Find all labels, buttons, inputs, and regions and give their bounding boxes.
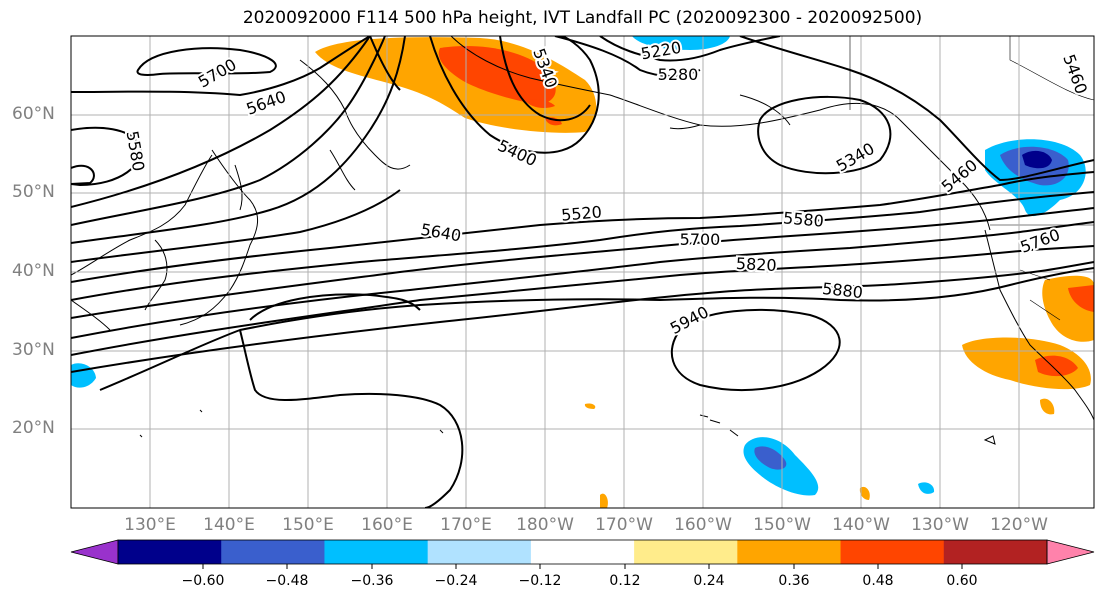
colorbar-extend-min — [70, 539, 119, 565]
colorbar-tick-label: 0.12 — [609, 573, 641, 589]
map-panel: 5700 5640 5580 5220 5280 5340 5400 5340 … — [71, 36, 1094, 508]
colorbar-tick-label: −0.12 — [518, 573, 562, 589]
colorbar-tick-label: −0.48 — [265, 573, 309, 589]
colorbar-extend-max — [1046, 539, 1095, 565]
colorbar-tick-label: −0.36 — [350, 573, 394, 589]
lon-label: 170°W — [595, 515, 653, 535]
lon-label: 160°E — [361, 515, 413, 535]
lat-label: 50°N — [12, 182, 55, 202]
contour-label: 5580 — [782, 208, 824, 230]
contour-label: 5700 — [680, 230, 721, 249]
lat-label: 30°N — [12, 340, 55, 360]
lon-label: 160°W — [674, 515, 732, 535]
lon-label: 140°E — [203, 515, 255, 535]
lat-label: 20°N — [12, 418, 55, 438]
colorbar-tick-label: 0.48 — [862, 573, 894, 589]
colorbar-tick-label: 0.24 — [693, 573, 725, 589]
lon-label: 130°E — [124, 515, 176, 535]
lon-label: 150°W — [753, 515, 811, 535]
islands — [139, 409, 996, 445]
colorbar — [70, 539, 1095, 569]
colorbar-cell — [530, 540, 635, 564]
colorbar-cell — [737, 540, 842, 564]
map-frame — [70, 35, 1095, 509]
lon-label: 150°E — [282, 515, 334, 535]
lon-label: 180°W — [516, 515, 574, 535]
lon-label: 170°E — [440, 515, 492, 535]
colorbar-tick-label: −0.60 — [181, 573, 225, 589]
height-contours — [71, 36, 1094, 508]
colorbar-cell — [118, 540, 222, 564]
colorbar-cell — [427, 540, 532, 564]
lon-label: 130°W — [911, 515, 969, 535]
lon-label: 120°W — [990, 515, 1048, 535]
contour-label: 5520 — [560, 202, 602, 224]
colorbar-tick-label: 0.60 — [946, 573, 978, 589]
colorbar-tick-label: 0.36 — [778, 573, 810, 589]
contour-label: 5280 — [658, 65, 699, 84]
lat-label: 60°N — [12, 104, 55, 124]
lat-label: 40°N — [12, 261, 55, 281]
colorbar-cell — [634, 540, 738, 564]
map-title: 2020092000 F114 500 hPa height, IVT Land… — [242, 8, 923, 28]
colorbar-tick-label: −0.24 — [434, 573, 478, 589]
lon-label: 140°W — [832, 515, 890, 535]
colorbar-cell — [943, 540, 1048, 564]
colorbar-cell — [324, 540, 429, 564]
colorbar-cell — [221, 540, 325, 564]
contour-label: 5820 — [735, 254, 777, 275]
colorbar-cell — [840, 540, 945, 564]
